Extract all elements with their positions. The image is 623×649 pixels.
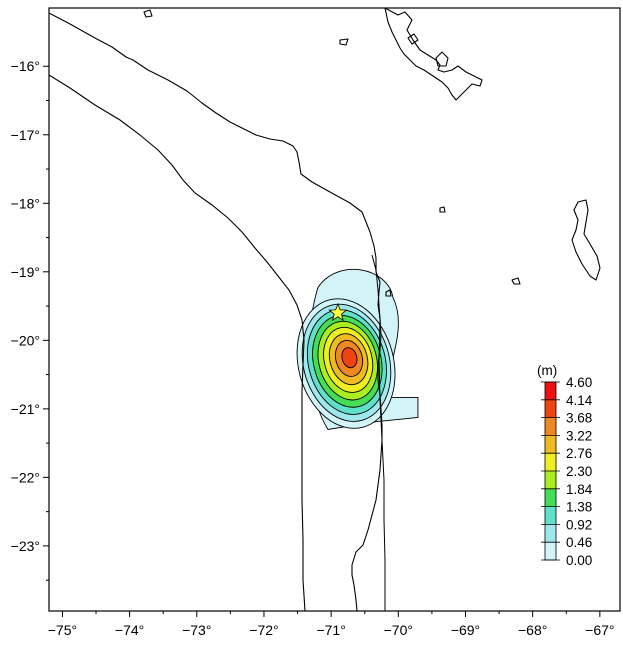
colorbar-label: 2.76 [566,446,592,461]
slip-contour [328,333,369,386]
y-tick-label: −17° [11,127,40,143]
colorbar-label: 1.38 [566,500,592,515]
colorbar-swatch [545,488,556,507]
x-tick-label: −69° [451,622,480,638]
colorbar-label: 0.00 [566,553,592,568]
colorbar-label: 2.30 [566,464,592,479]
x-tick-label: −67° [585,622,614,638]
colorbar: (m) 0.00 0.46 0.92 1.38 1.84 2.30 2.76 3.22 3.68… [537,363,593,568]
y-tick-label: −20° [11,332,40,348]
colorbar-label: 0.46 [566,535,592,550]
slip-contour [296,298,396,429]
x-tick-label: −70° [384,622,413,638]
x-tick-label: −75° [48,622,77,638]
colorbar-swatch [545,382,556,400]
slip-contour [334,339,364,377]
y-tick-label: −22° [11,469,40,485]
slip-contour [323,326,374,393]
colorbar-label: 0.92 [566,517,592,532]
slip-distribution [297,269,419,430]
x-tick-label: −73° [182,622,211,638]
y-tick-label: −18° [11,195,40,211]
colorbar-swatch [545,524,556,543]
x-tick-label: −71° [316,622,345,638]
border-line [371,254,386,611]
y-tick-label: −23° [11,538,40,554]
x-axis: −75° −74° −73° −72° −71° −70° −69° −68° −67° [48,611,615,638]
y-tick-label: −16° [11,58,40,74]
colorbar-swatch [545,435,556,454]
colorbar-swatch [545,417,556,436]
x-tick-label: −68° [518,622,547,638]
colorbar-label: 3.68 [566,411,592,426]
coastline [49,12,383,611]
colorbar-label: 4.14 [566,393,593,408]
map-frame [48,7,621,612]
colorbar-swatch [545,453,556,471]
slip-contour [341,347,358,369]
lake-titicaca [384,8,483,101]
colorbar-label: 3.22 [566,428,592,443]
y-tick-label: −19° [11,264,40,280]
slip-level-fill [341,347,358,368]
colorbar-swatch [545,471,556,489]
colorbar-swatch [545,506,556,525]
x-tick-label: −72° [249,622,278,638]
colorbar-swatch [545,399,556,418]
colorbar-swatch [545,542,556,560]
slip-contour [301,303,392,422]
slip-contour [317,320,378,401]
lake-poopo [571,199,601,281]
y-axis: −16° −17° −18° −19° −20° −21° −22° −23° [11,58,49,581]
colorbar-unit: (m) [537,363,557,378]
epicenter-star-icon [328,302,348,322]
colorbar-label: 4.60 [566,375,592,390]
x-tick-label: −74° [115,622,144,638]
colorbar-label: 1.84 [566,482,593,497]
trench-line [49,74,306,611]
y-tick-label: −21° [11,401,40,417]
